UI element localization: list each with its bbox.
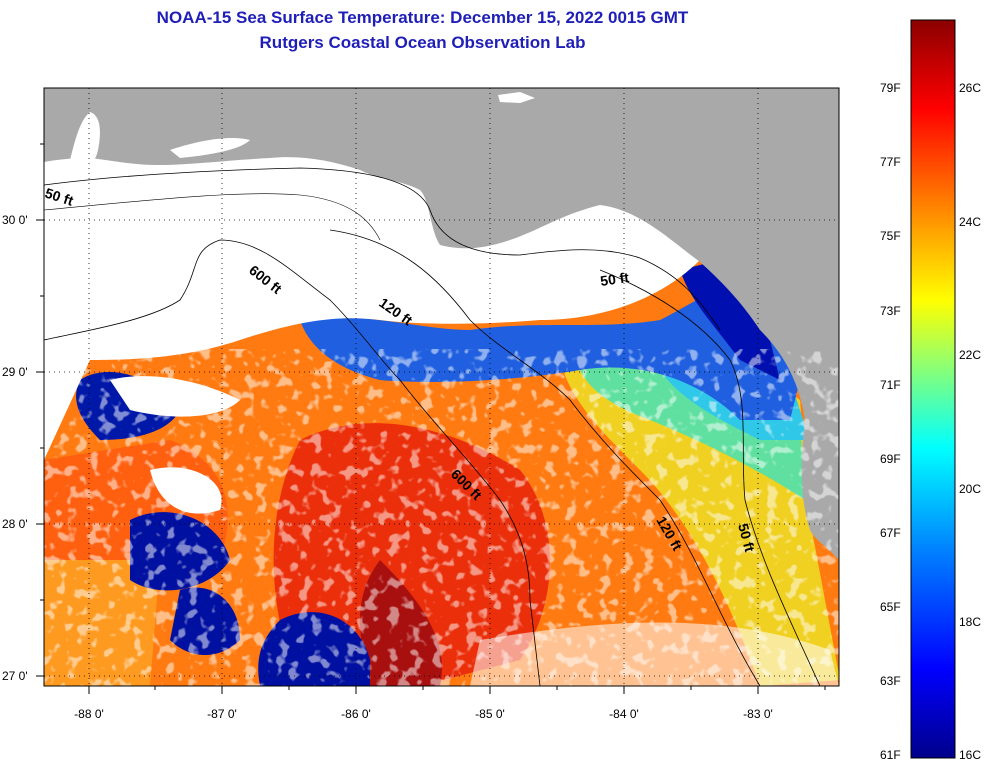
- axis-ticks: [36, 143, 826, 694]
- lon-label-88: -88 0': [74, 707, 104, 721]
- contour-50ft-north: [44, 167, 721, 331]
- colorbar: [910, 19, 956, 759]
- depth-label-50ft-east: 50 ft: [735, 522, 758, 554]
- lat-label-27: 27 0': [2, 669, 28, 683]
- lon-label-85: -85 0': [475, 707, 505, 721]
- cb-f-69: 69F: [880, 452, 901, 466]
- cb-c-20: 20C: [959, 482, 981, 496]
- cb-f-63: 63F: [880, 674, 901, 688]
- cb-f-79: 79F: [880, 81, 901, 95]
- cb-f-61: 61F: [880, 748, 901, 762]
- cb-c-22: 22C: [959, 348, 981, 362]
- colorbar-celsius-labels: 26C 24C 22C 20C 18C 16C: [959, 81, 981, 762]
- cb-c-16: 16C: [959, 748, 981, 762]
- lat-label-30: 30 0': [2, 213, 28, 227]
- cb-f-73: 73F: [880, 304, 901, 318]
- lat-label-28: 28 0': [2, 517, 28, 531]
- cb-f-75: 75F: [880, 229, 901, 243]
- contour-shallow: [44, 193, 381, 241]
- lon-label-86: -86 0': [341, 707, 371, 721]
- lon-label-83: -83 0': [743, 707, 773, 721]
- coastal-bay: [170, 138, 250, 158]
- cb-c-18: 18C: [959, 615, 981, 629]
- lat-label-29: 29 0': [2, 365, 28, 379]
- cb-f-77: 77F: [880, 155, 901, 169]
- sst-cold-band: [300, 291, 800, 420]
- mobile-bay: [70, 112, 100, 166]
- map-frame: [43, 87, 840, 687]
- map-title: NOAA-15 Sea Surface Temperature: Decembe…: [156, 8, 689, 27]
- cloud-speckle: [44, 380, 839, 686]
- lon-label-84: -84 0': [609, 707, 639, 721]
- cb-c-26: 26C: [959, 81, 981, 95]
- map-subtitle: Rutgers Coastal Ocean Observation Lab: [259, 33, 586, 52]
- sst-darkblue-bigbend: [680, 260, 780, 380]
- lon-label-87: -87 0': [207, 707, 237, 721]
- land-mass: [44, 88, 839, 560]
- cb-f-67: 67F: [880, 526, 901, 540]
- colorbar-fahrenheit-labels: 79F 77F 75F 73F 71F 69F 67F 65F 63F 61F: [880, 81, 901, 762]
- inland-lake: [498, 92, 535, 103]
- contour-120ft: [329, 229, 761, 686]
- cb-f-65: 65F: [880, 600, 901, 614]
- contour-600ft: [44, 239, 541, 686]
- cb-c-24: 24C: [959, 215, 981, 229]
- depth-label-50ft-bigbend: 50 ft: [599, 269, 630, 289]
- cb-f-71: 71F: [880, 378, 901, 392]
- contour-50ft-east: [599, 269, 821, 686]
